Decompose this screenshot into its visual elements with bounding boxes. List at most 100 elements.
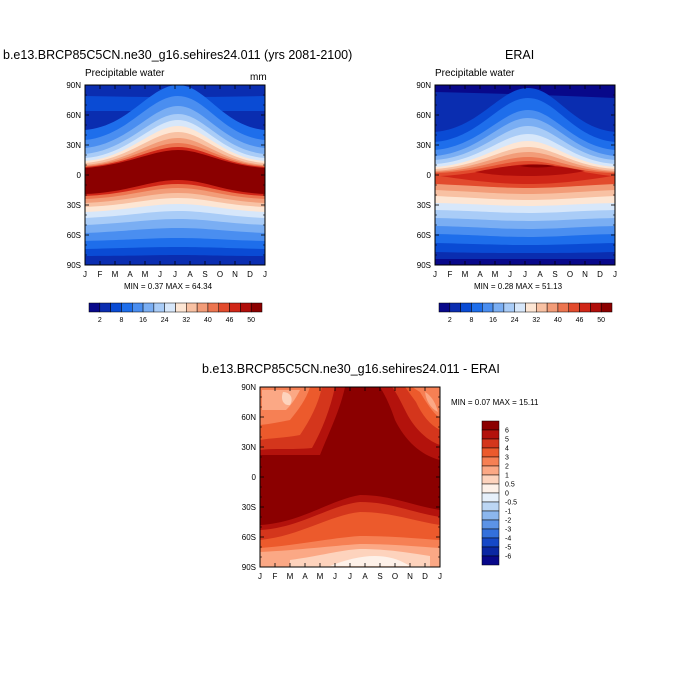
left-x-tick-label: J (263, 270, 267, 279)
diff-x-tick-label: J (258, 572, 262, 581)
left-colorbar-box (99, 302, 111, 313)
diff-colorbar-label: 5 (505, 437, 509, 444)
left-x-tick-label: D (247, 270, 253, 279)
left-colorbar-label: 32 (182, 317, 190, 324)
left-x-tick-label: M (112, 270, 119, 279)
diff-x-tick-label: M (287, 572, 294, 581)
diff-colorbar-label: 4 (505, 446, 509, 453)
right-x-tick-label: O (567, 270, 573, 279)
left-panel-stats: MIN = 0.37 MAX = 64.34 (124, 282, 213, 291)
right-y-tick-label: 90S (417, 261, 431, 270)
diff-x-tick-label: N (407, 572, 413, 581)
left-colorbar-box (153, 302, 165, 313)
left-colorbar-box (110, 302, 122, 313)
left-colorbar-box (186, 302, 198, 313)
diff-colorbar-label: 1 (505, 473, 509, 480)
right-y-tick-label: 90N (416, 81, 431, 90)
diff-colorbar-box (481, 429, 500, 440)
left-x-tick-label: M (142, 270, 149, 279)
right-panel-title: ERAI (505, 48, 535, 62)
left-x-tick-label: F (98, 270, 103, 279)
right-colorbar-box (449, 302, 461, 313)
diff-colorbar: 6 5 4 3 2 1 0.5 0 -0.5 -1 -2 -3 -4 -5 -6 (481, 420, 517, 566)
diff-y-tick-label: 0 (252, 473, 257, 482)
left-heatmap (85, 85, 265, 265)
left-x-tick-label: A (187, 270, 193, 279)
right-colorbar-box (525, 302, 537, 313)
left-colorbar-box (250, 302, 263, 313)
diff-x-tick-label: A (302, 572, 308, 581)
diff-colorbar-label: -6 (505, 554, 511, 561)
diff-colorbar-box (481, 555, 500, 566)
left-panel-subtitle: Precipitable water (85, 68, 165, 79)
diff-colorbar-box (481, 546, 500, 557)
diff-colorbar-label: -2 (505, 518, 511, 525)
right-x-tick-label: N (582, 270, 588, 279)
diff-colorbar-label: -5 (505, 545, 511, 552)
diff-colorbar-box (481, 438, 500, 449)
right-colorbar-label: 2 (448, 317, 452, 324)
right-heatmap (435, 85, 615, 265)
right-x-tick-label: J (508, 270, 512, 279)
right-colorbar-box (568, 302, 580, 313)
right-x-tick-label: A (537, 270, 543, 279)
left-x-tick-label: J (83, 270, 87, 279)
diff-colorbar-box (481, 420, 500, 431)
diff-x-tick-label: O (392, 572, 398, 581)
left-y-tick-label: 0 (77, 171, 82, 180)
right-panel-stats: MIN = 0.28 MAX = 51.13 (474, 282, 563, 291)
right-colorbar-label: 8 (469, 317, 473, 324)
right-x-tick-label: D (597, 270, 603, 279)
right-colorbar-box (514, 302, 526, 313)
left-colorbar-box (240, 302, 252, 313)
right-colorbar-box (471, 302, 483, 313)
left-panel-units: mm (250, 72, 267, 83)
right-colorbar-label: 16 (489, 317, 497, 324)
left-colorbar-label: 50 (247, 317, 255, 324)
diff-colorbar-box (481, 447, 500, 458)
right-x-tick-label: A (477, 270, 483, 279)
left-colorbar-label: 8 (119, 317, 123, 324)
diff-colorbar-box (481, 537, 500, 548)
diff-colorbar-box (481, 492, 500, 503)
diff-y-tick-label: 30S (242, 503, 256, 512)
right-colorbar-box (600, 302, 613, 313)
right-x-tick-label: F (448, 270, 453, 279)
right-y-tick-label: 0 (427, 171, 432, 180)
diff-colorbar-label: -1 (505, 509, 511, 516)
left-colorbar-label: 16 (139, 317, 147, 324)
diff-x-tick-label: A (362, 572, 368, 581)
diff-colorbar-box (481, 501, 500, 512)
right-colorbar-box (546, 302, 559, 313)
diff-heatmap (260, 387, 440, 567)
right-colorbar-label: 50 (597, 317, 605, 324)
left-colorbar-box (121, 302, 133, 313)
left-x-tick-label: J (158, 270, 162, 279)
right-colorbar-box (590, 302, 602, 313)
left-colorbar-box (175, 302, 187, 313)
left-panel-title: b.e13.BRCP85C5CN.ne30_g16.sehires24.011 … (3, 48, 353, 62)
diff-x-tick-label: S (377, 572, 382, 581)
right-x-tick-label: J (523, 270, 527, 279)
right-x-tick-label: S (552, 270, 557, 279)
diff-colorbar-box (481, 483, 500, 494)
right-colorbar-box (503, 302, 515, 313)
left-colorbar-box (164, 302, 176, 313)
left-y-tick-label: 60N (66, 111, 81, 120)
right-colorbar-label: 46 (576, 317, 584, 324)
diff-colorbar-box (481, 510, 500, 521)
diff-x-tick-label: J (438, 572, 442, 581)
right-x-tick-label: M (462, 270, 469, 279)
left-colorbar-label: 2 (98, 317, 102, 324)
right-y-tick-label: 30N (416, 141, 431, 150)
left-colorbar-box (218, 302, 230, 313)
left-x-tick-label: S (202, 270, 207, 279)
left-x-tick-label: O (217, 270, 223, 279)
diff-colorbar-label: 0.5 (505, 482, 515, 489)
diff-colorbar-label: 0 (505, 491, 509, 498)
right-colorbar-box (438, 302, 451, 313)
diff-colorbar-box (481, 465, 500, 476)
diff-colorbar-label: 2 (505, 464, 509, 471)
diff-colorbar-label: -3 (505, 527, 511, 534)
diff-colorbar-label: 6 (505, 428, 509, 435)
